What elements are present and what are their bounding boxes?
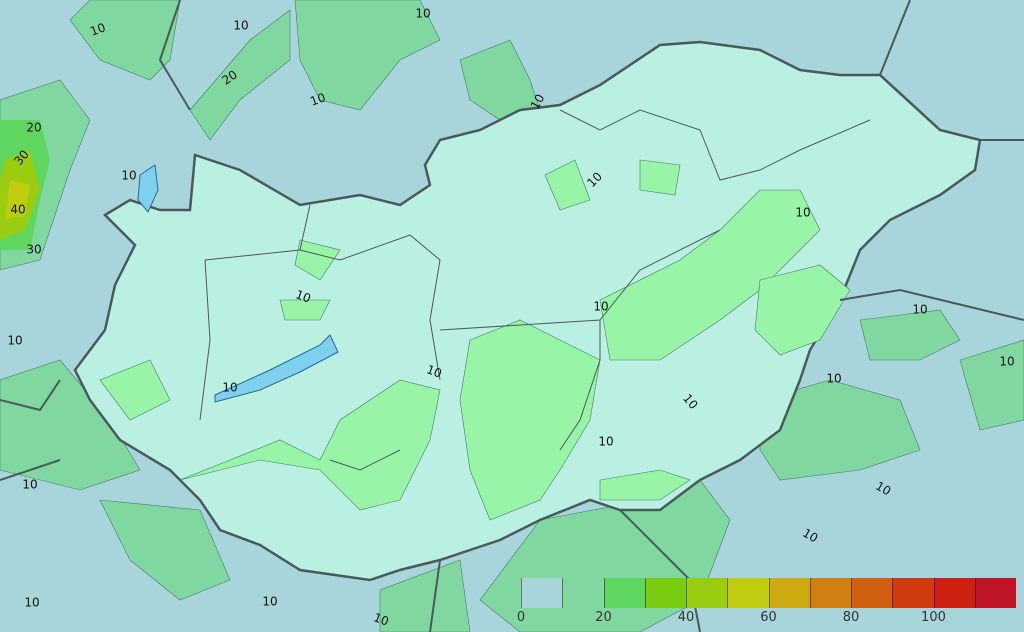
contour-label: 10: [24, 596, 39, 610]
legend-tick: 80: [842, 610, 860, 625]
color-legend: [521, 578, 1016, 608]
contour-label: 10: [308, 90, 327, 108]
contour-label: 10: [999, 355, 1014, 369]
legend-bin: [686, 578, 728, 608]
legend-ticks: 0 20 40 60 80 100: [517, 610, 1016, 628]
inside-green-patches: [99, 159, 851, 521]
legend-bin: [562, 578, 604, 608]
contour-label: 10: [912, 303, 927, 317]
contour-label: 10: [222, 381, 237, 395]
lake-neusiedl: [137, 164, 159, 213]
contour-label: 10: [826, 372, 841, 386]
legend-tick: 100: [921, 610, 946, 625]
contour-label: 10: [425, 362, 444, 380]
contour-label: 40: [10, 203, 25, 217]
contour-label: 10: [88, 20, 107, 38]
legend-tick: 40: [677, 610, 695, 625]
contour-label: 30: [26, 243, 41, 257]
legend-bin: [892, 578, 934, 608]
contour-label: 10: [528, 92, 548, 112]
contour-label: 10: [233, 19, 248, 33]
legend-bin: [603, 578, 645, 608]
contour-label: 10: [593, 300, 608, 314]
contour-label: 10: [795, 206, 810, 220]
contour-label: 10: [262, 595, 277, 609]
legend-bin: [974, 578, 1016, 608]
legend-tick: 60: [760, 610, 777, 625]
legend-bin: [768, 578, 810, 608]
legend-tick: 20: [595, 610, 612, 625]
legend-bin: [851, 578, 893, 608]
legend-tick: 0: [516, 610, 526, 625]
legend-bin: [809, 578, 851, 608]
contour-label: 20: [26, 121, 41, 135]
contour-label: 10: [800, 526, 820, 546]
contour-label: 10: [415, 7, 430, 21]
legend-bin: [727, 578, 769, 608]
contour-label: 10: [873, 479, 893, 499]
contour-label: 10: [294, 287, 313, 305]
high-precip-patch: [0, 120, 50, 250]
lake-balaton: [214, 334, 339, 403]
contour-label: 10: [372, 610, 391, 628]
hungary-region: [73, 40, 982, 582]
contour-label: 10: [7, 334, 22, 348]
contour-label: 10: [598, 435, 613, 449]
legend-bin: [644, 578, 686, 608]
contour-label: 10: [22, 478, 37, 492]
county-borders: [199, 109, 871, 471]
legend-bin: [521, 578, 563, 608]
legend-bin: [933, 578, 975, 608]
contour-label: 10: [121, 169, 136, 183]
